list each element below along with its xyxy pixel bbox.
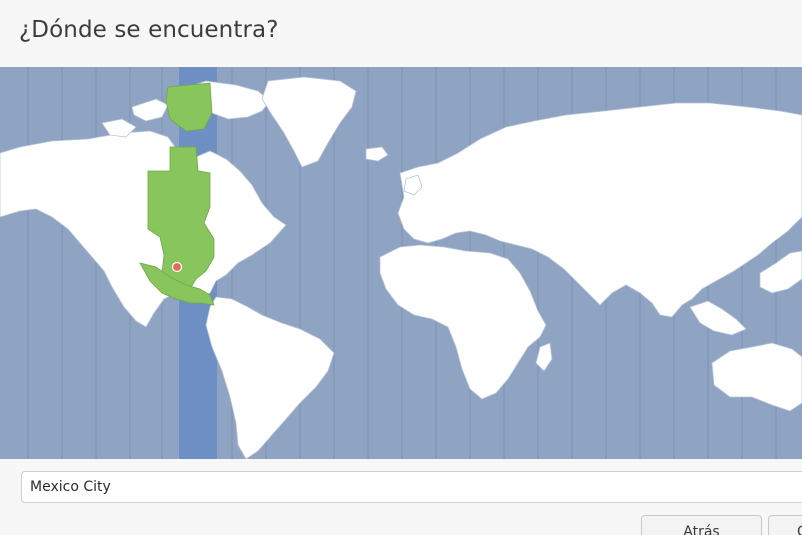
selected-region <box>139 82 215 306</box>
arctic-island-small <box>101 118 137 138</box>
continue-button[interactable]: C <box>768 515 802 535</box>
southeast-asia-islands <box>689 300 747 336</box>
eurasia <box>397 102 802 318</box>
back-button[interactable]: Atrás <box>641 515 762 535</box>
selected-central-region <box>147 146 215 294</box>
world-map[interactable] <box>0 67 802 459</box>
timezone-map[interactable] <box>0 67 802 459</box>
selected-mexico-region <box>139 262 215 306</box>
australia <box>711 342 802 412</box>
selected-arctic-region <box>165 82 213 132</box>
south-america <box>205 296 335 459</box>
greenland <box>261 76 357 168</box>
page-title: ¿Dónde se encuentra? <box>19 17 279 43</box>
british-isles <box>403 174 423 196</box>
north-america-land <box>0 130 287 328</box>
africa <box>379 244 547 400</box>
arctic-island-west <box>131 98 169 122</box>
continents <box>0 76 802 459</box>
madagascar <box>535 342 553 372</box>
iceland <box>365 146 389 162</box>
japan-islands <box>759 250 802 294</box>
location-input[interactable] <box>21 471 802 503</box>
location-marker[interactable] <box>171 261 183 273</box>
